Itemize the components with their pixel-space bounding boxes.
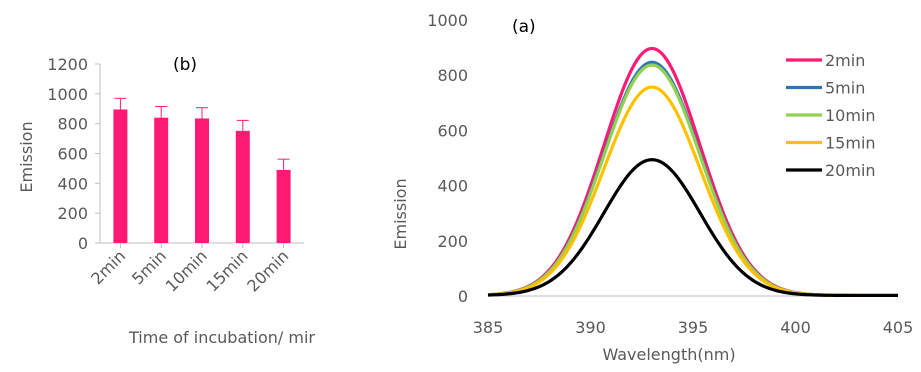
- bar-chart-x-tick-label: 15min: [202, 246, 251, 295]
- line-chart-y-tick-label: 0: [458, 287, 468, 306]
- legend-label: 15min: [825, 134, 876, 153]
- line-chart-x-tick-label: 405: [883, 318, 914, 337]
- bar-chart-y-tick-label: 1000: [47, 85, 88, 104]
- bar: [276, 169, 291, 243]
- bar-chart-y-tick-label: 600: [57, 145, 88, 164]
- bar-chart-y-axis-label: Emission: [17, 121, 36, 192]
- legend-label: 2min: [825, 51, 865, 70]
- legend-label: 10min: [825, 106, 876, 125]
- bar-chart-y-tick-label: 1200: [47, 55, 88, 74]
- bar-chart-y-tick-label: 800: [57, 115, 88, 134]
- bar-chart-y-tick-label: 200: [57, 204, 88, 223]
- line-chart-legend: 2min 5min 10min 15min 20min: [786, 51, 876, 180]
- line-chart-y-tick-label: 200: [437, 232, 468, 251]
- bar: [113, 109, 128, 243]
- bar-chart-x-tick-label: 2min: [87, 246, 129, 288]
- line-chart-y-tick-label: 800: [437, 66, 468, 85]
- bar-chart-x-tick-label: 20min: [243, 246, 292, 295]
- bar-chart: 0 200 400 600 800 1000 1200 2min5min10min15min…: [17, 55, 315, 347]
- bar: [235, 130, 250, 243]
- line-chart-x-tick-label: 400: [780, 318, 811, 337]
- bar-chart-x-tick-label: 10min: [162, 246, 211, 295]
- series-line: [487, 158, 898, 298]
- line-chart-title: (a): [512, 17, 536, 37]
- line-chart-x-tick-label: 385: [473, 318, 504, 337]
- bar-chart-y-tick-label: 0: [78, 234, 88, 253]
- bar: [195, 118, 209, 243]
- line-chart-x-axis-label: Wavelength(nm): [602, 345, 735, 364]
- legend-label: 20min: [825, 161, 876, 180]
- line-chart-x-tick-labels: 385 390 395 400 405: [473, 318, 914, 337]
- line-chart-y-tick-labels: 0 200 400 600 800 1000: [427, 11, 468, 306]
- bar-chart-y-tick-labels: 0 200 400 600 800 1000 1200: [47, 55, 100, 253]
- line-chart: 0 200 400 600 800 1000 385 390 395 400 405 2min 5m…: [391, 11, 913, 364]
- line-chart-x-tick-label: 390: [575, 318, 606, 337]
- bar-chart-title: (b): [173, 55, 197, 75]
- line-chart-series: [487, 46, 898, 298]
- bar: [154, 117, 169, 243]
- series-line: [487, 63, 898, 298]
- bar-chart-x-axis-label: Time of incubation/ mir: [128, 328, 315, 347]
- line-chart-y-axis-label: Emission: [391, 178, 410, 249]
- line-chart-y-tick-label: 400: [437, 177, 468, 196]
- line-chart-y-tick-label: 1000: [427, 11, 468, 30]
- line-chart-x-tick-label: 395: [678, 318, 709, 337]
- bar-chart-bars: [113, 109, 291, 243]
- bar-chart-y-tick-label: 400: [57, 174, 88, 193]
- bar-chart-error-bars: [114, 97, 290, 170]
- legend-label: 5min: [825, 79, 865, 98]
- line-chart-y-tick-label: 600: [437, 121, 468, 140]
